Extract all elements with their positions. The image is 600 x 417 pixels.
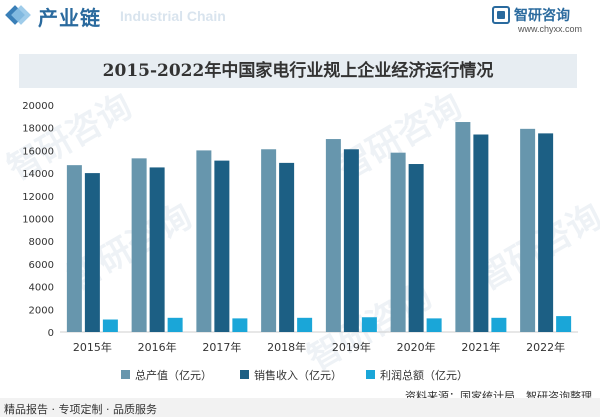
bar-series1 (131, 158, 147, 332)
bar-series1 (196, 150, 212, 332)
brand-block: 智研咨询 www.chyxx.com (492, 4, 592, 36)
bar-series2 (538, 133, 554, 332)
x-tick-label: 2021年 (461, 340, 500, 354)
y-tick-label: 14000 (22, 169, 54, 180)
bar-series2 (149, 167, 165, 332)
bar-series1 (455, 122, 471, 333)
x-tick-label: 2019年 (332, 340, 371, 354)
legend-swatch-series2 (240, 370, 249, 379)
legend-label-series3: 利润总额（亿元） (380, 369, 468, 382)
bar-series3 (426, 318, 442, 332)
brand-logo-icon (492, 6, 510, 24)
bar-series1 (520, 128, 536, 332)
bar-series3 (361, 317, 377, 332)
chart-title-box: 2015-2022年中国家电行业规上企业经济运行情况 (19, 54, 577, 88)
x-tick-label: 2018年 (267, 340, 306, 354)
footer-text: 精品报告 · 专项定制 · 品质服务 (4, 403, 157, 416)
x-tick-label: 2016年 (138, 340, 177, 354)
bar-series3 (167, 317, 183, 332)
y-tick-label: 8000 (29, 237, 54, 248)
bar-series3 (297, 317, 313, 332)
chart-title: 2015-2022年中国家电行业规上企业经济运行情况 (102, 61, 494, 81)
legend-swatch-series3 (366, 370, 375, 379)
legend-label-series2: 销售收入（亿元） (254, 369, 342, 382)
y-tick-label: 12000 (22, 192, 54, 203)
y-tick-label: 4000 (29, 283, 54, 294)
section-title: 产业链 (38, 6, 101, 30)
x-tick-label: 2022年 (526, 340, 565, 354)
y-tick-label: 2000 (29, 305, 54, 316)
x-tick-label: 2020年 (397, 340, 436, 354)
bar-series1 (261, 149, 277, 332)
legend-label-series1: 总产值（亿元） (135, 369, 212, 382)
y-tick-label: 20000 (22, 101, 54, 112)
bar-series3 (232, 318, 248, 332)
header-watermark: Industrial Chain (120, 8, 226, 24)
brand-name: 智研咨询 (514, 8, 570, 24)
y-tick-label: 6000 (29, 260, 54, 271)
chart-legend: 总产值（亿元） 销售收入（亿元） 利润总额（亿元） (0, 366, 600, 384)
bar-series3 (491, 317, 507, 332)
bar-series2 (473, 134, 489, 332)
y-tick-label: 0 (48, 328, 54, 339)
header-bar: 产业链 Industrial Chain 智研咨询 www.chyxx.com (0, 0, 600, 36)
bar-series2 (343, 149, 359, 332)
bar-series2 (84, 173, 100, 332)
y-tick-label: 10000 (22, 215, 54, 226)
bar-series2 (214, 160, 230, 332)
y-tick-label: 16000 (22, 146, 54, 157)
bar-series2 (279, 162, 295, 332)
bar-series3 (556, 316, 572, 332)
bar-series1 (390, 152, 406, 332)
footer-bar: 精品报告 · 专项定制 · 品质服务 (0, 398, 600, 417)
legend-swatch-series1 (121, 370, 130, 379)
x-tick-label: 2015年 (73, 340, 112, 354)
bar-series2 (408, 164, 424, 332)
bar-series3 (102, 319, 118, 332)
bar-series1 (66, 165, 82, 332)
brand-url: www.chyxx.com (518, 24, 583, 34)
bar-series1 (325, 139, 341, 332)
y-tick-label: 18000 (22, 124, 54, 135)
x-tick-label: 2017年 (202, 340, 241, 354)
